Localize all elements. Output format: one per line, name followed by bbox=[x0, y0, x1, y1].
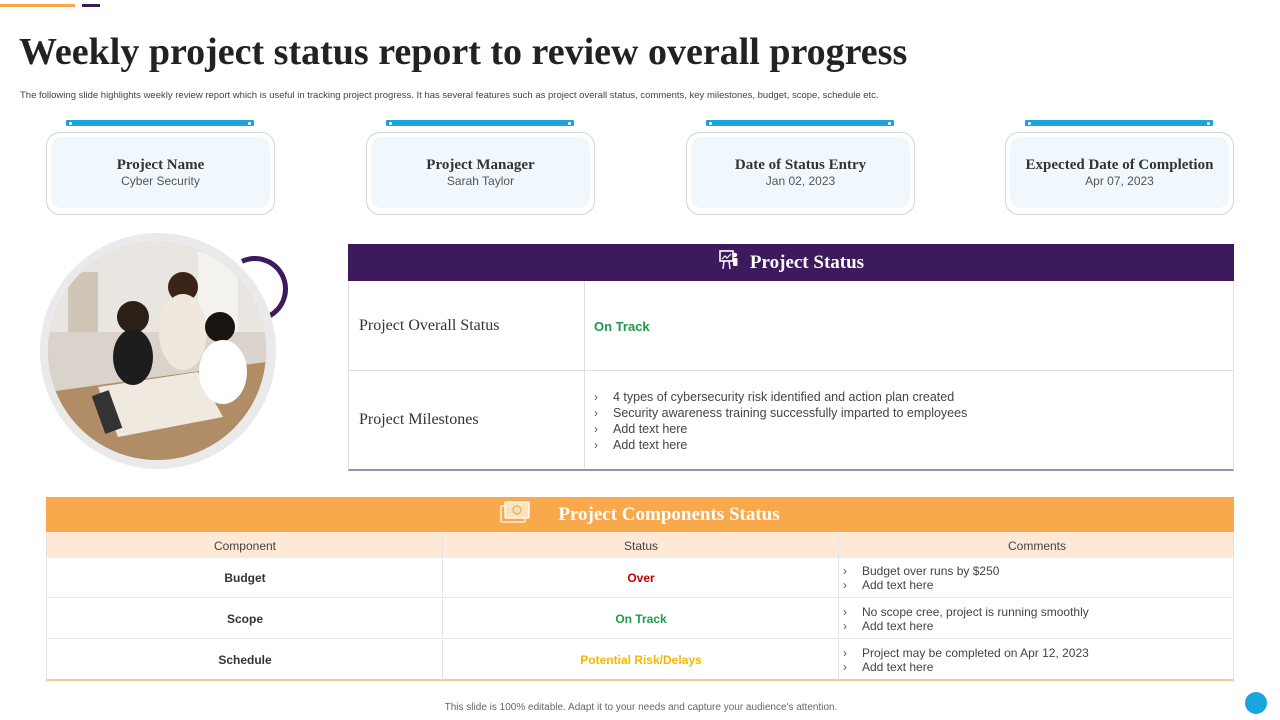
corner-dot bbox=[1245, 692, 1267, 714]
milestones-row: Project Milestones › 4 types of cybersecu… bbox=[349, 371, 1233, 469]
card-status-entry-date: Date of Status Entry Jan 02, 2023 bbox=[686, 120, 915, 216]
chevron-right-icon: › bbox=[843, 578, 847, 592]
card-value: Cyber Security bbox=[121, 174, 200, 188]
table-row: Budget Over › Budget over runs by $250 › A… bbox=[46, 558, 1234, 598]
card-value: Jan 02, 2023 bbox=[765, 174, 836, 188]
top-accent-purple bbox=[82, 4, 100, 7]
column-header-comments: Comments bbox=[1007, 539, 1066, 553]
milestones-list: › 4 types of cybersecurity risk identifie… bbox=[594, 389, 967, 453]
chevron-right-icon: › bbox=[843, 605, 847, 619]
overall-status-row: Project Overall Status On Track bbox=[349, 281, 1233, 371]
component-status: Potential Risk/Delays bbox=[580, 653, 702, 667]
comment-item: › Project may be completed on Apr 12, 202… bbox=[843, 646, 1089, 660]
project-status-header: Project Status bbox=[348, 244, 1234, 281]
milestone-item: › Security awareness training successfull… bbox=[594, 406, 968, 420]
component-comments: › No scope cree, project is running smoot… bbox=[843, 605, 1089, 633]
component-comments: › Budget over runs by $250 › Add text here bbox=[843, 564, 999, 592]
card-label: Project Manager bbox=[426, 157, 535, 173]
chevron-right-icon: › bbox=[594, 422, 598, 436]
card-label: Date of Status Entry bbox=[734, 157, 867, 173]
chevron-right-icon: › bbox=[594, 406, 598, 420]
card-value: Sarah Taylor bbox=[446, 174, 515, 188]
chevron-right-icon: › bbox=[843, 619, 847, 633]
column-header-component: Component bbox=[213, 539, 277, 553]
table-row: Schedule Potential Risk/Delays › Project … bbox=[46, 640, 1234, 680]
components-status-header: Project Components Status bbox=[46, 497, 1234, 532]
chevron-right-icon: › bbox=[843, 660, 847, 674]
money-icon bbox=[500, 500, 532, 529]
components-table-header: Component Status Comments bbox=[46, 532, 1234, 558]
component-status: On Track bbox=[615, 612, 667, 626]
card-accent-bar bbox=[386, 120, 574, 126]
card-label: Project Name bbox=[116, 157, 205, 173]
component-name: Budget bbox=[224, 571, 266, 585]
page-subtitle: The following slide highlights weekly re… bbox=[20, 90, 879, 101]
column-header-status: Status bbox=[623, 539, 659, 553]
milestone-item: › 4 types of cybersecurity risk identifie… bbox=[594, 390, 955, 404]
team-meeting-photo bbox=[48, 242, 266, 460]
component-name: Scope bbox=[226, 612, 263, 626]
card-accent-bar bbox=[66, 120, 254, 126]
chevron-right-icon: › bbox=[594, 438, 598, 452]
top-accent-orange bbox=[0, 4, 75, 7]
component-name: Schedule bbox=[218, 653, 272, 667]
card-completion-date: Expected Date of Completion Apr 07, 2023 bbox=[1005, 120, 1234, 216]
card-project-name: Project Name Cyber Security bbox=[46, 120, 275, 216]
milestones-label: Project Milestones bbox=[359, 411, 479, 428]
comment-item: › Budget over runs by $250 bbox=[843, 564, 1000, 578]
card-label: Expected Date of Completion bbox=[1025, 157, 1214, 173]
overall-status-value: On Track bbox=[594, 319, 650, 334]
milestone-item: › Add text here bbox=[594, 438, 688, 452]
presentation-icon bbox=[718, 249, 740, 276]
comment-item: › No scope cree, project is running smoot… bbox=[843, 605, 1089, 619]
project-status-table: Project Overall Status On Track Project … bbox=[348, 281, 1234, 471]
overall-status-label: Project Overall Status bbox=[359, 317, 500, 334]
comment-item: › Add text here bbox=[843, 660, 934, 674]
components-status-title: Project Components Status bbox=[558, 503, 780, 525]
card-accent-bar bbox=[1025, 120, 1213, 126]
card-project-manager: Project Manager Sarah Taylor bbox=[366, 120, 595, 216]
card-accent-bar bbox=[706, 120, 894, 126]
page-title: Weekly project status report to review o… bbox=[19, 31, 908, 73]
chevron-right-icon: › bbox=[594, 390, 598, 404]
chevron-right-icon: › bbox=[843, 646, 847, 660]
comment-item: › Add text here bbox=[843, 619, 934, 633]
chevron-right-icon: › bbox=[843, 564, 847, 578]
component-comments: › Project may be completed on Apr 12, 202… bbox=[843, 646, 1089, 674]
components-status-table: Component Status Comments Budget Over › B… bbox=[46, 532, 1234, 681]
table-row: Scope On Track › No scope cree, project i… bbox=[46, 599, 1234, 639]
milestone-item: › Add text here bbox=[594, 422, 688, 436]
footer-note: This slide is 100% editable. Adapt it to… bbox=[444, 702, 838, 713]
card-value: Apr 07, 2023 bbox=[1085, 174, 1154, 188]
comment-item: › Add text here bbox=[843, 578, 934, 592]
component-status: Over bbox=[627, 571, 655, 585]
project-status-title: Project Status bbox=[749, 251, 865, 273]
